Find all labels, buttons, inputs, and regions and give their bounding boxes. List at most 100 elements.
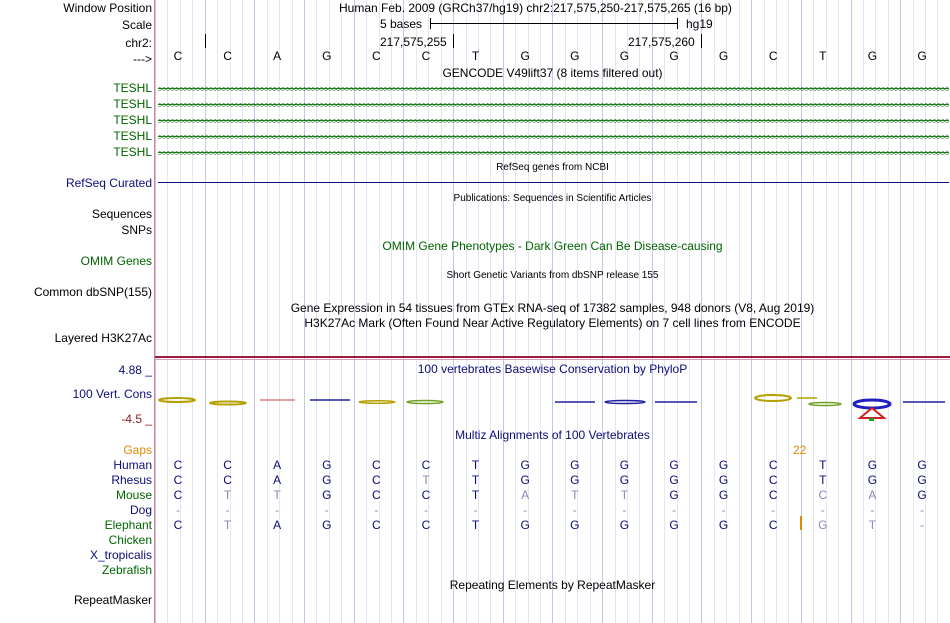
- grid-line: [701, 0, 703, 623]
- sequence-base: C: [768, 49, 778, 63]
- aligned-base: -: [820, 503, 825, 517]
- scale-bar: [430, 18, 678, 29]
- species-label[interactable]: Human: [113, 458, 152, 472]
- sequence-base: G: [669, 49, 679, 63]
- aligned-base: G: [718, 458, 729, 472]
- aligned-base: C: [768, 488, 778, 502]
- coord-tick: [205, 34, 206, 48]
- gencode-transcript-arrows[interactable]: >>>>>>>>>>>>>>>>>>>>>>>>>>>>>>>>>>>>>>>>…: [158, 103, 949, 107]
- gencode-transcript-arrows[interactable]: >>>>>>>>>>>>>>>>>>>>>>>>>>>>>>>>>>>>>>>>…: [158, 87, 949, 91]
- grid-line: [167, 0, 169, 623]
- aligned-base: T: [868, 518, 877, 532]
- species-label[interactable]: Rhesus: [111, 473, 152, 487]
- grid-line: [304, 0, 306, 623]
- aligned-base: T: [819, 473, 827, 487]
- grid-line: [838, 0, 840, 623]
- phylop-title: 100 vertebrates Basewise Conservation by…: [417, 362, 688, 376]
- species-label[interactable]: X_tropicalis: [89, 548, 152, 562]
- grid-line: [341, 0, 343, 623]
- conservation-mark: [158, 397, 196, 403]
- window-position-value[interactable]: Human Feb. 2009 (GRCh37/hg19) chr2:217,5…: [339, 1, 732, 15]
- grid-line: [800, 0, 802, 623]
- aligned-base: G: [619, 518, 630, 532]
- snps-label[interactable]: SNPs: [121, 223, 152, 237]
- species-label[interactable]: Chicken: [108, 533, 152, 547]
- grid-line: [912, 0, 914, 623]
- grid-line: [850, 0, 852, 623]
- aligned-base: T: [620, 488, 629, 502]
- gencode-transcript-arrows[interactable]: >>>>>>>>>>>>>>>>>>>>>>>>>>>>>>>>>>>>>>>>…: [158, 151, 949, 155]
- phylop-label[interactable]: 100 Vert. Cons: [72, 387, 152, 401]
- gencode-track-label[interactable]: TESHL: [113, 145, 152, 159]
- aligned-base: C: [173, 458, 183, 472]
- aligned-base: C: [421, 518, 431, 532]
- aligned-base: G: [867, 458, 878, 472]
- gencode-track-label[interactable]: TESHL: [113, 113, 152, 127]
- gencode-transcript-arrows[interactable]: >>>>>>>>>>>>>>>>>>>>>>>>>>>>>>>>>>>>>>>>…: [158, 135, 949, 139]
- grid-line: [378, 0, 380, 623]
- sequence-base: G: [570, 49, 580, 63]
- gencode-transcript-arrows[interactable]: >>>>>>>>>>>>>>>>>>>>>>>>>>>>>>>>>>>>>>>>…: [158, 119, 949, 123]
- window-position-label: Window Position: [63, 1, 152, 15]
- gencode-track-label[interactable]: TESHL: [113, 129, 152, 143]
- gtex-title: Gene Expression in 54 tissues from GTEx …: [290, 301, 815, 315]
- aligned-base: T: [471, 473, 480, 487]
- grid-line: [614, 0, 616, 623]
- aligned-base: -: [176, 503, 180, 517]
- transcript-line: [158, 136, 949, 137]
- aligned-base: A: [521, 488, 530, 502]
- grid-line: [328, 0, 330, 623]
- omim-label[interactable]: OMIM Genes: [80, 254, 152, 268]
- sequence-base: G: [520, 49, 530, 63]
- sequence-base: G: [867, 49, 878, 63]
- refseq-label[interactable]: RefSeq Curated: [65, 176, 152, 190]
- aligned-base: G: [867, 473, 878, 487]
- coord-tick: [453, 34, 454, 48]
- phylop-wiggle[interactable]: [155, 390, 950, 422]
- grid-line: [502, 0, 504, 623]
- aligned-base: A: [273, 518, 282, 532]
- aligned-base: T: [273, 488, 281, 502]
- refseq-title: RefSeq genes from NCBI: [496, 162, 609, 173]
- transcript-line: [158, 120, 949, 121]
- aligned-base: G: [322, 518, 332, 532]
- species-label[interactable]: Dog: [129, 503, 152, 517]
- aligned-base: C: [372, 473, 381, 487]
- coord-tick: [701, 34, 702, 48]
- repeatmasker-label[interactable]: RepeatMasker: [73, 593, 152, 607]
- scale-label: Scale: [121, 18, 152, 32]
- aligned-base: -: [870, 503, 875, 517]
- aligned-base: -: [572, 503, 577, 517]
- publications-label[interactable]: Sequences: [91, 207, 152, 221]
- species-label[interactable]: Zebrafish: [101, 563, 152, 577]
- refseq-gene-line[interactable]: [158, 182, 949, 183]
- transcript-line: [158, 88, 949, 89]
- grid-line: [440, 0, 442, 623]
- conservation-mark: [209, 400, 247, 406]
- aligned-base: G: [570, 458, 580, 472]
- strand-arrows: >>>>>>>>>>>>>>>>>>>>>>>>>>>>>>>>>>>>>>>>…: [158, 151, 949, 155]
- coord-a: 217,575,255: [380, 35, 447, 49]
- grid-line: [676, 0, 678, 623]
- grid-line: [552, 0, 554, 623]
- gaps-label[interactable]: Gaps: [123, 443, 152, 457]
- aligned-base: T: [571, 488, 579, 502]
- aligned-base: G: [619, 458, 630, 472]
- grid-line: [626, 0, 628, 623]
- gencode-track-label[interactable]: TESHL: [113, 81, 152, 95]
- dbsnp-label[interactable]: Common dbSNP(155): [33, 285, 152, 299]
- grid-line: [353, 0, 355, 623]
- species-label[interactable]: Mouse: [115, 488, 152, 502]
- grid-line: [403, 0, 405, 623]
- aligned-base: C: [173, 518, 183, 532]
- species-label[interactable]: Elephant: [104, 518, 152, 532]
- conservation-mark: [358, 399, 396, 405]
- grid-line: [825, 0, 827, 623]
- sequence-base: C: [173, 49, 183, 63]
- grid-line: [291, 0, 293, 623]
- grid-line: [254, 0, 256, 623]
- phylop-max: 4.88 _: [118, 363, 152, 377]
- h3k27ac-label[interactable]: Layered H3K27Ac: [54, 331, 152, 345]
- grid-line: [155, 0, 156, 623]
- gencode-track-label[interactable]: TESHL: [113, 97, 152, 111]
